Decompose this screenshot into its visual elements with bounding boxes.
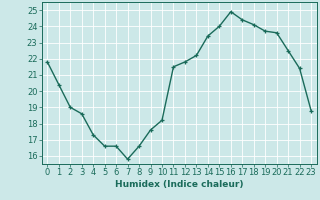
X-axis label: Humidex (Indice chaleur): Humidex (Indice chaleur) xyxy=(115,180,244,189)
